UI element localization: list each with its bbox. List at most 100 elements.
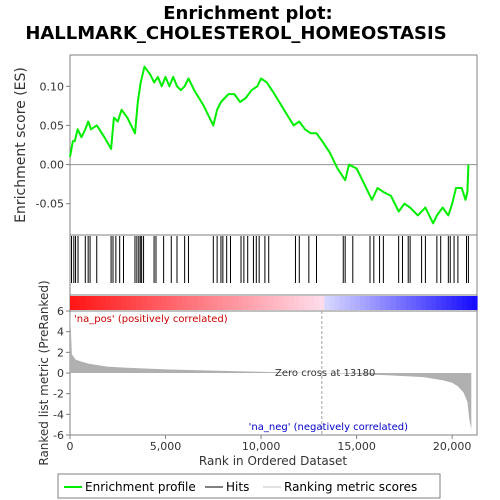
rank-color-segment [278, 296, 285, 310]
hits-panel [69, 234, 478, 296]
rank-color-segment [359, 296, 366, 310]
rank-color-segment [283, 296, 290, 310]
rank-color-segment [253, 296, 259, 310]
rank-color-segment [207, 296, 214, 310]
rank-color-segment [304, 296, 310, 310]
rank-color-segment [298, 296, 305, 310]
legend-hits-label: Hits [226, 480, 249, 494]
rank-color-segment [314, 296, 320, 310]
legend-metric-label: Ranking metric scores [284, 480, 417, 494]
rank-color-segment [166, 296, 173, 310]
rank-color-segment [192, 296, 198, 310]
rank-color-segment [222, 296, 229, 310]
rank-color-segment [202, 296, 208, 310]
es-y-ticks: 0.10 0.05 0.00 -0.05 [36, 80, 70, 211]
rank-color-segment [436, 296, 442, 310]
enrichment-profile-series [69, 65, 470, 225]
rank-color-segment [80, 296, 86, 310]
rank-color-segment [471, 296, 478, 310]
enrichment-profile-line [69, 65, 470, 225]
rank-color-segment [446, 296, 453, 310]
metric-y-tick-label: -2 [53, 388, 64, 401]
rank-color-segment [258, 296, 264, 310]
rank-color-segment [131, 296, 137, 310]
rank-color-segment [431, 296, 437, 310]
metric-y-tick-label: -4 [53, 408, 64, 421]
rank-color-segment [156, 296, 163, 310]
rank-color-segment [375, 296, 381, 310]
chart-title-line2: HALLMARK_CHOLESTEROL_HOMEOSTASIS [25, 23, 446, 44]
rank-color-segment [85, 296, 91, 310]
metric-y-ticks: 6 4 2 0 -2 -4 -6 [53, 305, 70, 442]
metric-y-tick-label: 0 [57, 367, 64, 380]
rank-color-segment [237, 296, 244, 310]
metric-y-tick-label: -6 [53, 429, 64, 442]
rank-color-segment [110, 296, 117, 310]
rank-color-segment [421, 296, 427, 310]
rank-color-segment [456, 296, 463, 310]
rank-color-segment [405, 296, 412, 310]
rank-color-segment [100, 296, 107, 310]
hit-markers [71, 236, 469, 283]
rank-color-segment [309, 296, 315, 310]
es-y-axis-label: Enrichment score (ES) [13, 67, 29, 223]
rank-color-segment [390, 296, 397, 310]
positive-correlation-label: 'na_pos' (positively correlated) [74, 314, 228, 325]
rank-color-segment [242, 296, 249, 310]
es-y-tick-label: 0.00 [40, 159, 65, 172]
rank-color-segment [380, 296, 387, 310]
ranking-metric-series [70, 311, 472, 435]
rank-color-segment [319, 296, 325, 310]
metric-y-tick-label: 6 [57, 305, 64, 318]
rank-color-segment [329, 296, 336, 310]
x-tick-label: 15,000 [337, 440, 376, 453]
rank-color-segment [354, 296, 361, 310]
rank-color-segment [426, 296, 432, 310]
rank-color-segment [339, 296, 346, 310]
rank-color-segment [141, 296, 147, 310]
rank-color-segment [410, 296, 417, 310]
rank-color-segment [268, 296, 275, 310]
es-y-tick-label: 0.05 [40, 119, 65, 132]
es-y-tick-label: -0.05 [36, 198, 64, 211]
rank-color-segment [151, 296, 158, 310]
rank-color-segment [90, 296, 97, 310]
rank-color-segment [125, 296, 132, 310]
es-panel [69, 54, 478, 236]
rank-color-segment [95, 296, 102, 310]
rank-color-segment [324, 296, 331, 310]
rank-color-segment [415, 296, 422, 310]
rank-color-segment [273, 296, 280, 310]
rank-color-segment [217, 296, 224, 310]
rank-color-segment [334, 296, 341, 310]
rank-color-segment [181, 296, 188, 310]
negative-correlation-label: 'na_neg' (negatively correlated) [249, 422, 408, 433]
rank-color-segment [370, 296, 376, 310]
rank-color-segment [232, 296, 239, 310]
rank-color-segment [365, 296, 371, 310]
rank-color-segment [115, 296, 122, 310]
rank-color-segment [451, 296, 458, 310]
metric-y-tick-label: 2 [57, 346, 64, 359]
rank-color-segment [187, 296, 193, 310]
x-tick-label: 0 [67, 440, 74, 453]
rank-color-segment [395, 296, 402, 310]
rank-color-segment [288, 296, 295, 310]
rank-color-segment [466, 296, 473, 310]
zero-cross-label: Zero cross at 13180 [275, 368, 375, 379]
rank-color-segment [146, 296, 152, 310]
rank-color-segment [248, 296, 254, 310]
x-tick-label: 20,000 [433, 440, 472, 453]
rank-color-segment [75, 296, 81, 310]
rank-color-segment [161, 296, 168, 310]
rank-color-segment [171, 296, 178, 310]
rank-color-segment [385, 296, 392, 310]
rank-color-segment [263, 296, 270, 310]
rank-color-segment [136, 296, 142, 310]
rank-color-segment [400, 296, 407, 310]
rank-color-segment [70, 296, 76, 310]
ranking-metric-area [70, 311, 472, 430]
rank-color-segment [227, 296, 234, 310]
legend-box [57, 473, 441, 499]
